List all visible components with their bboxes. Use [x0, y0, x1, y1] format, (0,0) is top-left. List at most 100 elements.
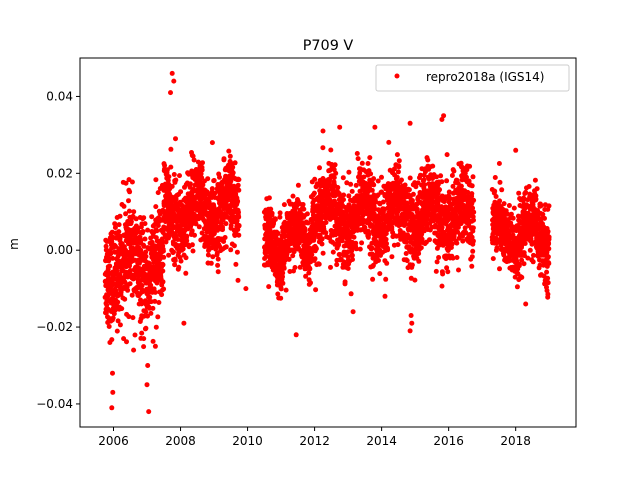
legend-label: repro2018a (IGS14) [426, 70, 544, 84]
data-point [110, 370, 115, 376]
data-point [389, 254, 395, 260]
data-point [277, 214, 283, 220]
data-point [470, 174, 476, 180]
data-point [121, 203, 127, 209]
data-point [233, 261, 239, 267]
data-point [199, 175, 205, 181]
data-point [168, 164, 174, 170]
data-point [143, 253, 149, 259]
data-point [437, 187, 442, 193]
data-point [169, 183, 175, 189]
data-point [501, 252, 507, 258]
data-point [394, 174, 400, 180]
x-tick-label: 2018 [500, 434, 531, 448]
data-point [522, 241, 528, 246]
data-point [467, 163, 473, 169]
data-point [492, 188, 498, 194]
data-point [379, 174, 384, 180]
data-point [301, 206, 307, 212]
data-point [323, 220, 329, 225]
plot-frame [79, 57, 577, 428]
data-point [110, 315, 116, 321]
data-point [121, 336, 127, 342]
data-point [155, 223, 161, 228]
data-point [123, 180, 129, 186]
data-point [106, 324, 112, 329]
data-point [396, 164, 402, 170]
data-point [369, 245, 375, 251]
data-point [280, 270, 286, 276]
data-point [365, 188, 371, 194]
data-point [155, 190, 161, 196]
data-point [546, 241, 552, 247]
data-point [286, 256, 292, 262]
data-point [214, 250, 220, 256]
data-point [371, 176, 377, 182]
data-point [395, 169, 401, 175]
data-point [334, 262, 340, 268]
y-tick-label: 0.00 [46, 243, 73, 257]
data-point [292, 265, 298, 270]
data-point [205, 252, 211, 258]
data-point [519, 274, 525, 280]
data-point [223, 221, 229, 227]
data-point [371, 182, 377, 188]
data-point [114, 328, 120, 334]
data-point [350, 257, 355, 262]
data-point [421, 177, 427, 183]
data-point [297, 264, 303, 270]
data-point [143, 309, 149, 315]
data-point [126, 208, 132, 214]
data-point [332, 162, 338, 168]
data-point [210, 254, 216, 260]
data-point [126, 314, 132, 320]
data-point [398, 236, 404, 242]
data-point [335, 185, 341, 190]
x-axis-ticks: 2006 2008 2010 2012 2014 2016 2018 [98, 427, 531, 448]
data-point [166, 252, 172, 258]
data-point [469, 234, 475, 240]
data-point [162, 163, 168, 168]
data-point [497, 179, 503, 185]
data-point [131, 347, 137, 353]
data-point [173, 196, 179, 202]
data-point [177, 173, 182, 179]
y-axis-ticks: −0.04 −0.02 0.00 0.02 0.04 [36, 89, 80, 411]
data-point [438, 173, 444, 179]
data-point [328, 147, 334, 153]
data-point [183, 255, 189, 261]
data-point [147, 294, 153, 300]
chart-title: P709 V [303, 38, 354, 54]
data-point [126, 198, 131, 204]
data-point [243, 286, 249, 292]
data-point [200, 160, 205, 166]
data-point [368, 171, 374, 177]
data-point [232, 160, 238, 166]
data-point [345, 266, 351, 271]
data-point [119, 306, 125, 312]
data-point [217, 174, 222, 180]
data-point [357, 170, 363, 176]
data-point [439, 224, 445, 230]
data-point [538, 203, 544, 209]
data-point [471, 197, 477, 203]
data-point [319, 236, 325, 242]
data-point [406, 204, 412, 210]
data-point [277, 210, 283, 216]
data-point [112, 221, 118, 227]
data-point [527, 247, 533, 253]
data-point [107, 263, 113, 269]
data-point [141, 344, 147, 350]
data-point [110, 389, 116, 395]
data-point [283, 287, 289, 293]
data-point [227, 153, 233, 159]
data-point [418, 172, 423, 178]
data-point [166, 233, 172, 239]
data-point [355, 156, 361, 162]
data-point [171, 249, 176, 255]
data-point [354, 151, 360, 156]
data-point [434, 174, 439, 180]
data-point [540, 211, 546, 217]
data-point [280, 274, 285, 280]
data-point [545, 291, 551, 297]
